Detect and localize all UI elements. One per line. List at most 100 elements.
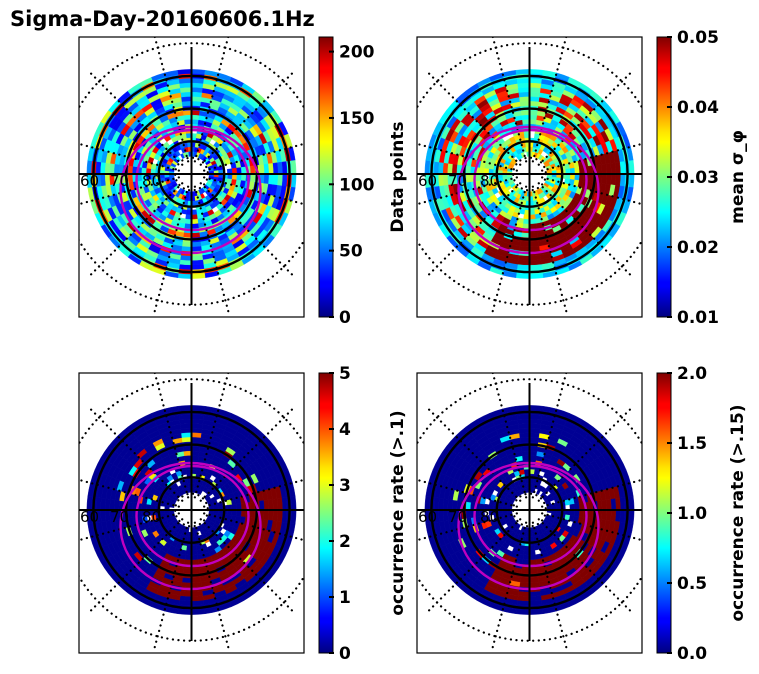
dotted-meridian (531, 373, 568, 499)
figure-title: Sigma-Day-20160606.1Hz (10, 7, 315, 31)
dotted-meridian (417, 176, 518, 206)
dotted-meridian (79, 512, 180, 542)
dotted-meridian (86, 68, 184, 166)
heatmap-cell (520, 110, 530, 116)
heatmap-cell (191, 568, 201, 574)
heatmap-cell (520, 568, 530, 574)
heatmap-cell (529, 110, 539, 116)
heatmap-cell (529, 437, 540, 443)
heatmap-cell (240, 502, 246, 511)
colorbar-tick-label: 0 (339, 308, 351, 328)
heatmap-cell (596, 500, 603, 511)
heatmap-cell (520, 446, 530, 452)
heatmap-cell (587, 173, 594, 183)
heatmap-cell (184, 559, 192, 565)
colorbar-tick-label: 150 (339, 109, 375, 129)
dotted-meridian (417, 478, 518, 508)
heatmap-cell (184, 119, 192, 125)
heatmap-cell (183, 114, 192, 121)
heatmap-cell (191, 114, 200, 121)
heatmap-cell (240, 166, 246, 175)
polar-heatmap: 60 70 80 (79, 37, 304, 317)
heatmap-cell (529, 568, 539, 574)
colorbar-tick-label: 2 (339, 532, 351, 552)
heatmap-cell (181, 437, 192, 443)
heatmap-cell (249, 165, 256, 175)
colorbar-tick-label: 0.03 (677, 168, 719, 188)
heatmap-cell (522, 119, 530, 125)
heatmap-cell (587, 501, 594, 511)
dotted-latitude-circle (79, 378, 304, 642)
dotted-meridian (417, 512, 518, 542)
colorbar-tick-label: 3 (339, 476, 351, 496)
heatmap-cell (521, 450, 530, 457)
dotted-meridian (199, 182, 297, 280)
colorbar (318, 372, 334, 654)
colorbar-tick-label: 1.5 (677, 434, 707, 454)
radial-tick-label: 60 (418, 172, 437, 190)
colorbar-tick-label: 200 (339, 43, 375, 63)
heatmap-cell (240, 173, 246, 182)
heatmap-cell (587, 165, 594, 175)
dotted-meridian (203, 478, 304, 508)
heatmap-cell (191, 577, 202, 583)
heatmap-cell (181, 577, 192, 583)
heatmap-cell (182, 568, 192, 574)
colorbar-tick-label: 0.01 (677, 308, 719, 328)
radial-tick-label: 60 (80, 508, 99, 526)
dotted-latitude-circle (417, 378, 642, 642)
colorbar-tick-label: 1 (339, 588, 351, 608)
heatmap-cell (258, 500, 265, 511)
panel-mean-sigma-phi: 60 70 80 0.01 0.02 0.03 0.04 0.05 mean σ_φ (416, 28, 748, 328)
dotted-meridian (86, 182, 184, 280)
heatmap-cell (578, 173, 584, 182)
dotted-meridian (193, 37, 230, 163)
colorbar-label: Data points (388, 121, 408, 232)
colorbar-label: occurrence rate (>.1) (388, 410, 408, 615)
radial-tick-label: 60 (418, 508, 437, 526)
heatmap-cell (249, 173, 256, 183)
radial-tick-label: 80 (480, 172, 499, 190)
dotted-meridian (541, 142, 642, 172)
heatmap-cell (177, 187, 183, 194)
dotted-latitude-circle (79, 42, 304, 306)
dotted-meridian (541, 478, 642, 508)
dotted-meridian (193, 521, 231, 653)
heatmap-cell (191, 119, 199, 125)
dotted-meridian (541, 512, 642, 542)
heatmap-cell (183, 450, 192, 457)
dotted-meridian (193, 185, 231, 317)
dotted-meridian (537, 182, 635, 280)
heatmap-cell (184, 223, 192, 229)
heatmap-cell (529, 223, 537, 229)
heatmap-cell (578, 166, 584, 175)
heatmap-cell (596, 164, 603, 175)
polar-heatmap: 60 70 80 (417, 37, 642, 317)
heatmap-cell (511, 157, 518, 164)
radial-tick-label: 70 (110, 172, 129, 190)
dotted-meridian (531, 37, 568, 163)
heatmap-cell (181, 101, 192, 107)
colorbar-tick-label: 0.5 (677, 574, 707, 594)
heatmap-cell (191, 446, 201, 452)
heatmap-cell (191, 110, 201, 116)
colorbar-tick-label: 50 (339, 242, 363, 262)
dotted-meridian (491, 37, 528, 163)
heatmap-cell (240, 509, 246, 518)
heatmap-cell (529, 455, 537, 461)
heatmap-cell (182, 232, 192, 238)
dotted-meridian (541, 176, 642, 206)
heatmap-cell (529, 446, 539, 452)
dotted-meridian (203, 176, 304, 206)
heatmap-cell (529, 577, 540, 583)
heatmap-cell (174, 150, 181, 157)
heatmap-cell (529, 119, 537, 125)
dotted-meridian (424, 518, 522, 616)
heatmap-cell (522, 559, 530, 565)
heatmap-cell (519, 437, 530, 443)
colorbar-tick-label: 0.05 (677, 28, 719, 48)
dotted-meridian (531, 521, 569, 653)
colorbar (318, 36, 334, 318)
dotted-meridian (203, 142, 304, 172)
